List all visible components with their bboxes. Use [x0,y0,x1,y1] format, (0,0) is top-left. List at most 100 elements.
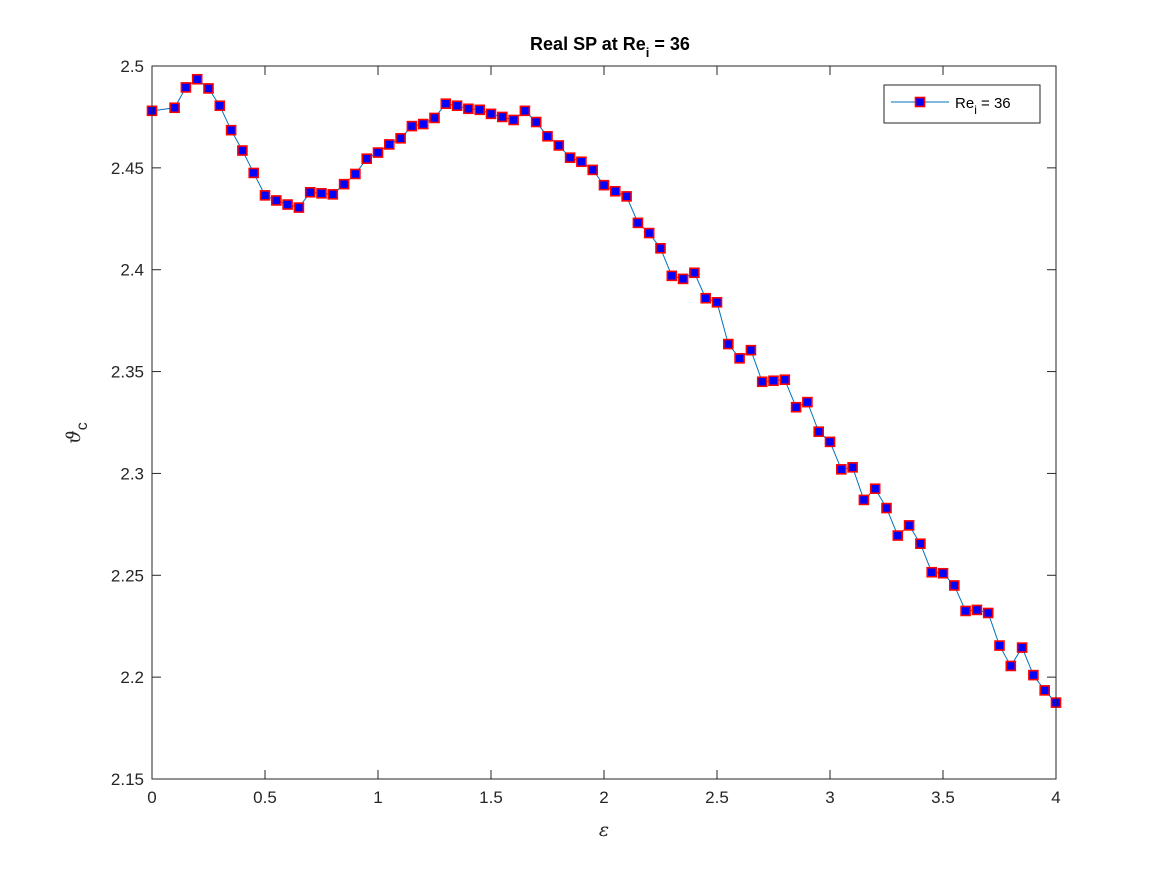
x-tick-label: 2 [599,788,608,807]
data-point [361,153,373,164]
data-point [835,464,847,475]
y-tick-label: 2.3 [120,464,144,483]
data-point [372,147,384,158]
legend-box [883,84,1041,124]
data-point [971,604,983,616]
data-point [632,217,644,229]
data-point [395,133,406,144]
y-tick-label: 2.2 [120,668,144,687]
x-tick-label: 0.5 [253,788,277,807]
data-point [937,567,949,579]
data-point [677,273,689,285]
data-point [722,338,734,350]
data-point [542,130,553,142]
data-point [948,580,960,591]
y-tick-label: 2.35 [111,363,144,382]
data-point [496,111,508,123]
data-point [451,100,463,112]
data-point [926,566,938,578]
data-point [621,191,632,202]
chart-title: Real SP at Rei = 36 [530,34,690,60]
axes-box [151,65,1057,780]
data-point [711,297,723,308]
data-point [813,426,825,437]
x-axis-label: ε [599,819,609,841]
y-tick-label: 2.45 [111,159,144,178]
data-point [824,436,836,448]
data-point [768,375,779,387]
data-point [248,167,259,179]
data-point [881,502,892,514]
ticks-layer: 0 0.5 1 1.5 2 2.5 3 3.5 4 2.15 2.2 2.25 2.3 2.35 2.4 2.… [111,57,1061,807]
data-point [519,105,531,117]
data-point [790,401,802,413]
data-point [858,494,870,506]
data-point [598,179,610,191]
data-point [327,189,339,200]
data-point [304,187,316,198]
y-tick-label: 2.15 [111,770,144,789]
legend-marker-sample [914,96,926,108]
y-tick-label: 2.4 [120,261,144,280]
data-point [225,124,237,136]
data-point [903,520,915,531]
data-point [1039,685,1050,696]
y-tick-label: 2.25 [111,566,144,585]
data-point [440,98,452,109]
plot-area [152,66,1056,779]
data-point [237,145,248,156]
data-point [576,156,587,168]
data-point [508,114,519,126]
data-point [383,139,395,150]
series-layer [146,73,1062,708]
data-point [1005,660,1017,672]
data-point [259,190,271,201]
x-tick-label: 2.5 [705,788,729,807]
x-tick-label: 3 [825,788,834,807]
y-tick-label: 2.5 [120,57,144,76]
data-point [847,462,858,473]
legend: Rei = 36 [883,84,1041,124]
data-point [1028,669,1039,681]
data-point [564,152,576,163]
data-point [350,168,361,180]
data-point [203,83,214,94]
data-point [316,188,327,199]
data-point [869,483,881,495]
data-point [643,227,655,239]
data-point [553,140,565,151]
data-point [734,353,745,364]
data-point [779,374,791,386]
data-point [700,292,712,304]
data-point [960,605,971,617]
data-point [485,108,497,120]
data-point [463,103,474,115]
x-tick-label: 1.5 [479,788,503,807]
data-point [429,112,440,124]
x-tick-label: 0 [147,788,156,807]
data-point [282,199,293,210]
data-point [417,118,429,130]
x-tick-label: 4 [1051,788,1060,807]
data-point [180,82,192,93]
data-point [745,344,757,356]
y-axis-label: ϑc [63,422,91,444]
data-point [982,607,994,619]
data-point [915,538,926,550]
data-point [474,104,486,116]
data-point [756,376,768,388]
x-tick-label: 3.5 [931,788,955,807]
data-point [892,530,904,541]
data-point [689,267,700,279]
data-point [293,202,305,213]
data-point [802,396,813,408]
data-point [169,102,180,114]
data-point [270,195,282,206]
data-point [655,243,666,254]
data-point [191,73,203,85]
data-point [609,185,621,197]
legend-entry-label: Rei = 36 [955,95,1011,117]
data-point [530,116,542,128]
data-point [214,100,226,112]
